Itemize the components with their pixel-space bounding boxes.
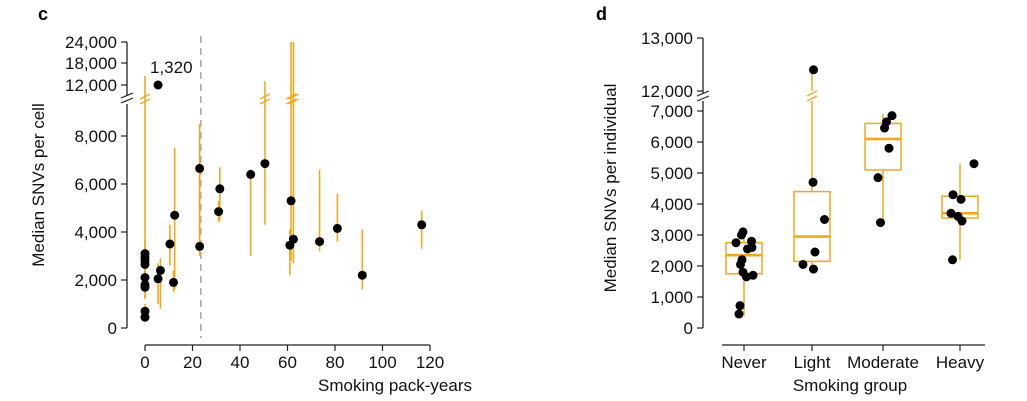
panel-c-point <box>357 270 367 280</box>
panel-c-point <box>286 196 296 206</box>
panel-c-y-tick-label: 0 <box>108 319 117 338</box>
panel-d-y-tick-label: 7,000 <box>650 102 693 121</box>
panel-c-y-tick-label: 8,000 <box>74 127 117 146</box>
panel-d-point <box>810 247 820 257</box>
panel-d-y-tick-label: 3,000 <box>650 226 693 245</box>
panel-d-y-tick-label: 12,000 <box>641 82 693 101</box>
panel-d-point <box>876 218 885 228</box>
panel-c-point <box>195 163 205 173</box>
panel-c-axis-break <box>120 92 134 104</box>
panel-d-y-tick-label: 1,000 <box>650 288 693 307</box>
panel-c-range-break <box>139 93 151 105</box>
panel-c-point <box>140 280 150 290</box>
panel-c-y-tick-label: 2,000 <box>74 271 117 290</box>
panel-d-point <box>747 236 756 246</box>
panel-d-marks <box>725 65 979 319</box>
panel-c-point <box>155 265 165 275</box>
panel-c-annotation: 1,320 <box>150 58 193 77</box>
panel-c-label: c <box>38 4 48 24</box>
panel-c: c Smoking pack-years Median SNVs per cel… <box>29 4 472 395</box>
panel-c-x-tick-label: 0 <box>140 353 149 372</box>
panel-c-x-tick-label: 60 <box>278 353 297 372</box>
panel-d-point <box>735 301 745 311</box>
panel-d-point <box>953 211 963 221</box>
panel-c-x-tick-label: 40 <box>231 353 250 372</box>
panel-d-point <box>798 259 808 269</box>
panel-d-y-tick-label: 2,000 <box>650 257 693 276</box>
panel-d-point <box>748 270 758 280</box>
panel-c-marks <box>139 36 427 338</box>
panel-d-x-tick-label: Light <box>794 353 831 372</box>
panel-c-y-tick-label: 4,000 <box>74 223 117 242</box>
panel-d: d Smoking group Median SNVs per individu… <box>596 4 985 395</box>
panel-d-x-tick-label: Heavy <box>936 353 985 372</box>
panel-d-x-axis-title: Smoking group <box>793 376 907 395</box>
panel-d-whisker-break <box>806 90 818 102</box>
panel-c-point <box>153 274 163 284</box>
panel-d-point <box>809 264 818 274</box>
panel-c-x-tick-label: 120 <box>416 353 444 372</box>
panel-c-point <box>215 184 225 194</box>
panel-d-point <box>809 65 818 75</box>
panel-d-point <box>808 177 818 187</box>
panel-c-x-axis-title: Smoking pack-years <box>318 376 472 395</box>
panel-c-point <box>246 169 256 179</box>
panel-c-point <box>140 306 150 316</box>
panel-d-x-tick-label: Never <box>721 353 767 372</box>
panel-d-point <box>884 143 894 153</box>
panel-d-box <box>793 190 831 263</box>
panel-d-y-tick-label: 4,000 <box>650 195 693 214</box>
panel-d-point <box>948 255 957 265</box>
panel-d-axis-break <box>696 90 710 102</box>
panel-d-point <box>946 208 956 218</box>
panel-c-point <box>288 234 298 244</box>
panel-c-point <box>195 241 205 251</box>
panel-c-x-tick-label: 80 <box>326 353 345 372</box>
panel-c-y-tick-label: 6,000 <box>74 175 117 194</box>
panel-d-y-tick-label: 6,000 <box>650 133 693 152</box>
panel-d-point <box>882 117 891 127</box>
panel-d-point <box>738 267 748 277</box>
panel-d-point <box>948 190 958 200</box>
panel-c-point <box>332 223 342 233</box>
panel-c-point <box>170 210 180 220</box>
panel-d-axes: 0 1,000 2,000 3,000 4,000 5,000 6,000 7,00012,0… <box>641 29 985 372</box>
panel-c-range-break <box>285 93 297 105</box>
panel-c-point <box>214 207 224 217</box>
panel-c-range-break <box>259 93 271 105</box>
panel-c-point <box>417 220 427 230</box>
panel-c-point <box>153 80 163 90</box>
panel-c-point <box>140 249 150 259</box>
panel-d-y-tick-label: 0 <box>684 319 693 338</box>
panel-d-point <box>956 194 966 204</box>
panel-d-point <box>738 227 748 237</box>
panel-d-point <box>734 309 744 319</box>
panel-c-y-axis-title: Median SNVs per cell <box>29 103 48 266</box>
panel-d-point <box>887 111 897 121</box>
panel-c-range-break <box>288 93 299 105</box>
panel-c-point <box>315 237 325 247</box>
panel-c-x-tick-label: 100 <box>368 353 396 372</box>
panel-d-point <box>873 173 883 183</box>
panel-c-point <box>260 159 270 169</box>
panel-c-y-tick-label: 24,000 <box>65 33 117 52</box>
panel-c-y-tick-label: 18,000 <box>65 54 117 73</box>
panel-c-y-tick-label: 12,000 <box>65 76 117 95</box>
panel-d-y-tick-label: 5,000 <box>650 164 693 183</box>
panel-c-axes: 0 2,000 4,000 6,000 8,000 12,000 18,000 24,000 0… <box>65 33 444 372</box>
panel-c-x-tick-label: 20 <box>183 353 202 372</box>
panel-c-point <box>140 273 150 283</box>
panel-c-point <box>169 277 178 287</box>
panel-d-point <box>737 255 747 265</box>
panel-d-label: d <box>596 4 607 24</box>
panel-d-y-tick-label: 13,000 <box>641 29 693 48</box>
panel-d-x-tick-label: Moderate <box>847 353 919 372</box>
panel-d-y-axis-title: Median SNVs per individual <box>601 84 620 293</box>
panel-c-point <box>165 239 175 249</box>
panel-d-point <box>969 159 979 169</box>
panel-d-point <box>820 215 829 224</box>
panel-d-point <box>731 238 741 248</box>
